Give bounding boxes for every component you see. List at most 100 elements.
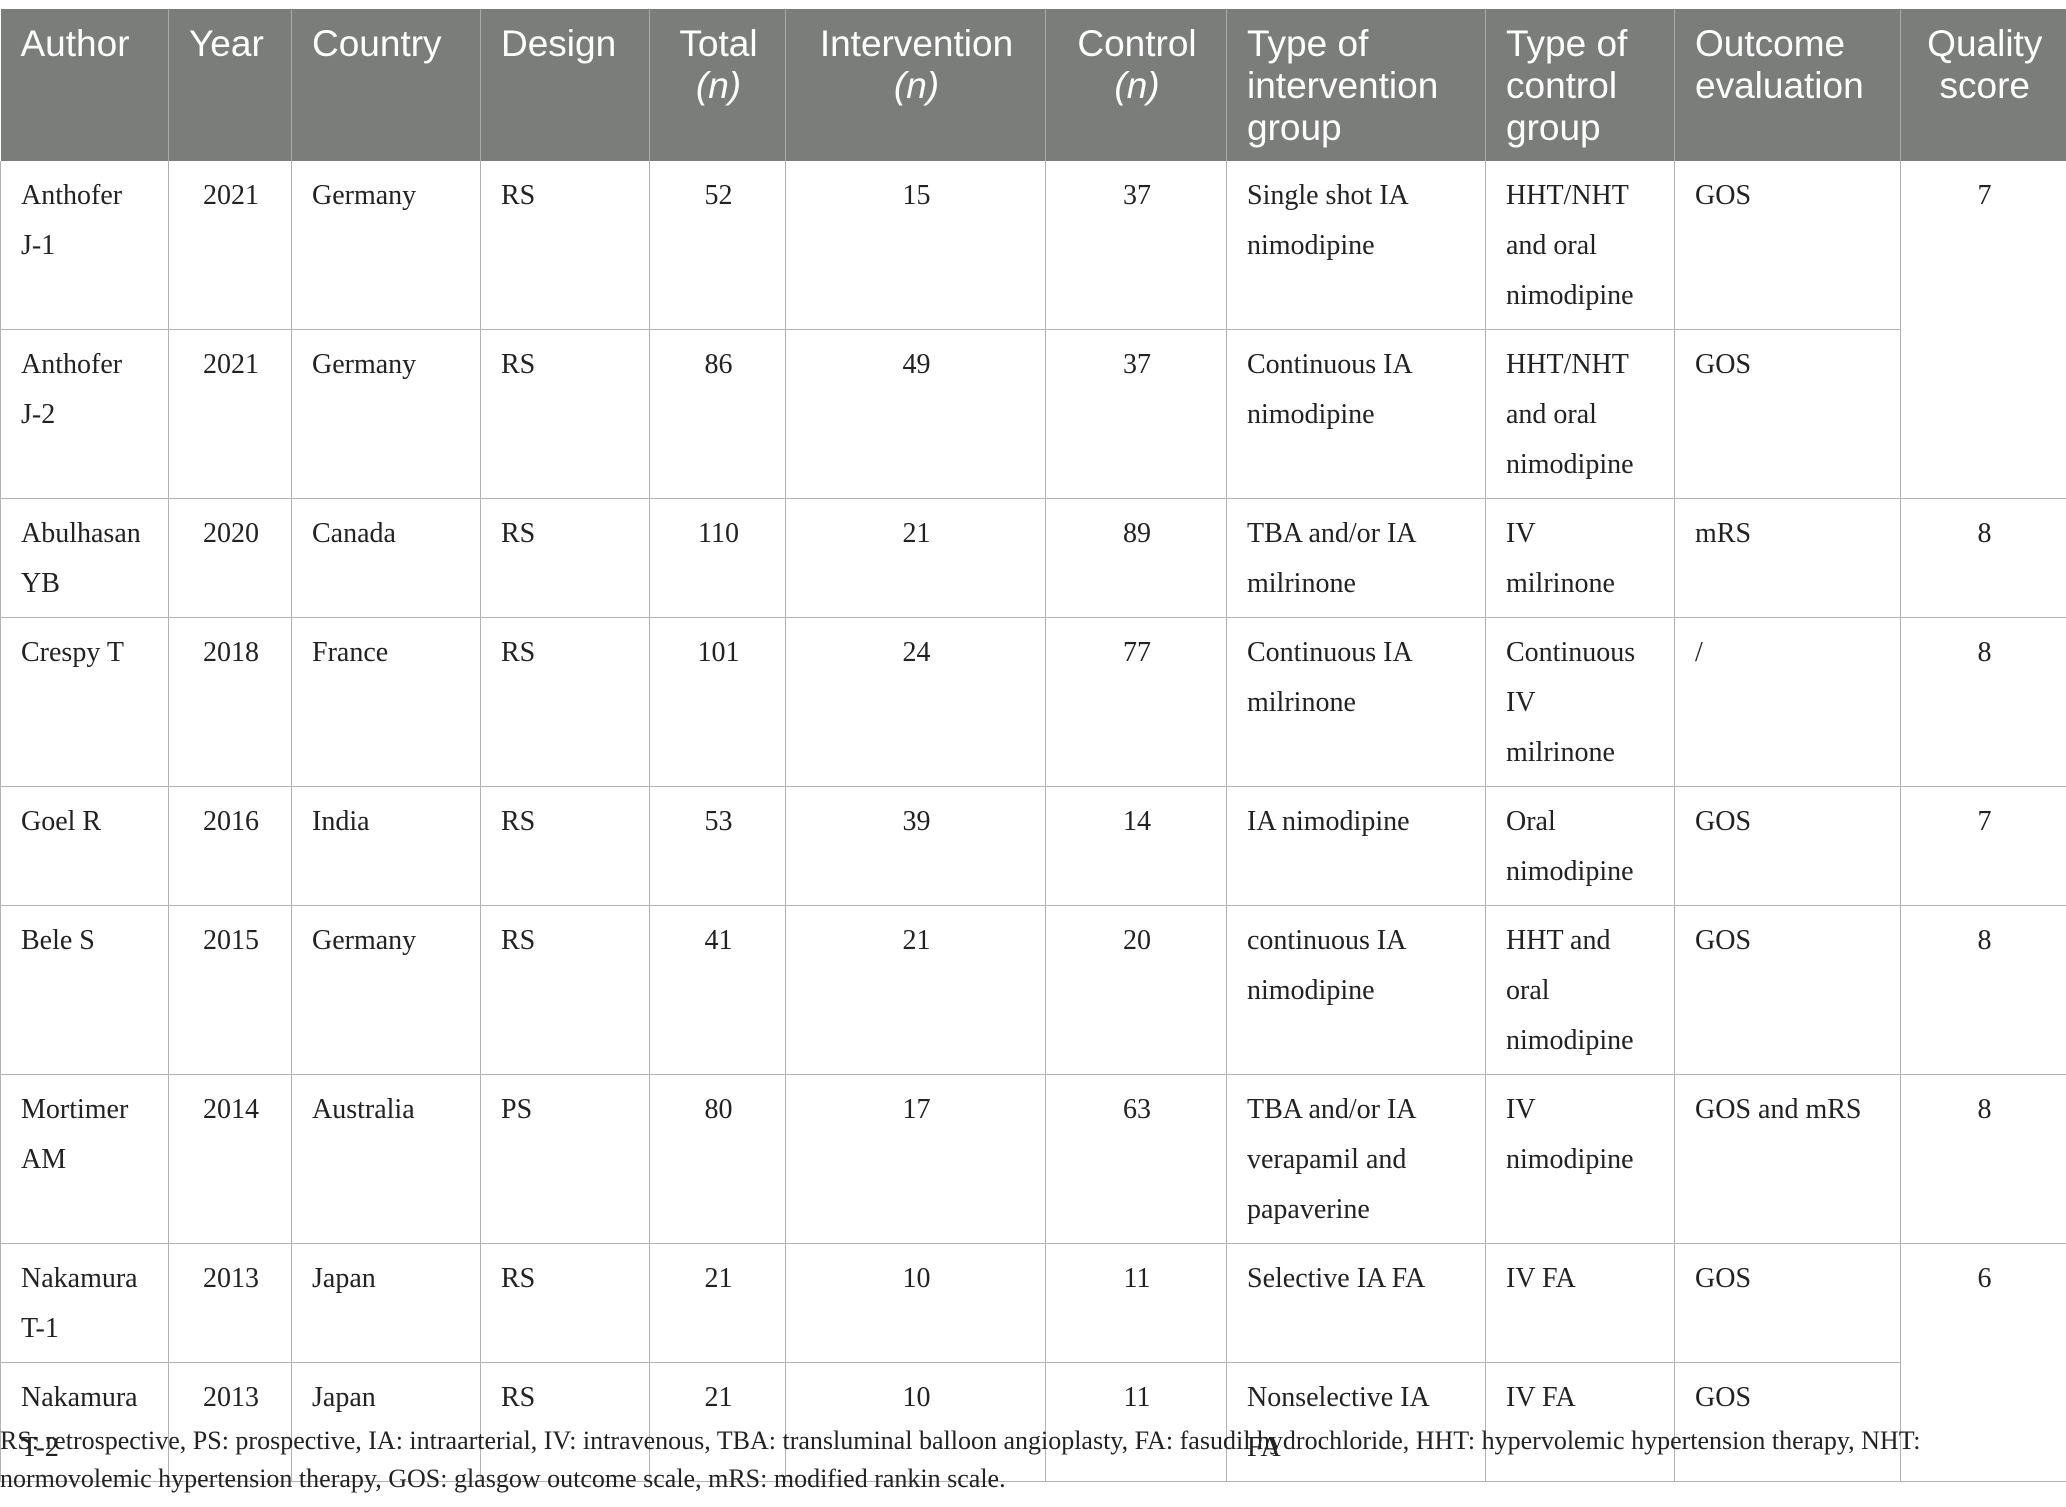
cell-line: nimodipine [1506, 449, 1634, 480]
cell-author: Nakamura T-2 [0, 1362, 169, 1482]
header-total-unit: (n) [695, 65, 742, 106]
cell-control-type: HHT/NHT and oral nimodipine [1485, 161, 1675, 330]
cell-line: and oral [1506, 399, 1597, 430]
header-outcome-line2: evaluation [1695, 65, 1864, 106]
cell-country: Japan [291, 1362, 481, 1482]
cell-line: Abulhasan [21, 518, 141, 549]
cell-line: milrinone [1247, 568, 1356, 599]
table-row: Goel R 2016 India RS 53 39 14 IA nimodipine Oral… [0, 786, 2066, 906]
header-control-unit: (n) [1114, 65, 1160, 106]
table-row: Anthofer J-2 2021 Germany RS 86 49 37 Continuous… [0, 329, 2066, 499]
cell-outcome: GOS [1674, 905, 1901, 1075]
cell-line: milrinone [1247, 687, 1356, 718]
table-row: Crespy T 2018 France RS 101 24 77 Continuous IA… [0, 617, 2066, 787]
cell-design: RS [480, 161, 650, 330]
cell-line: Continuous IA [1247, 637, 1413, 668]
cell-line: T-1 [21, 1313, 59, 1344]
cell-line: IV [1506, 687, 1536, 718]
header-outcome-line1: Outcome [1695, 23, 1846, 64]
cell-country: Germany [291, 905, 481, 1075]
cell-country: Canada [291, 498, 481, 618]
header-total: Total (n) [649, 9, 786, 161]
cell-line: Bele S [21, 925, 95, 956]
cell-line: Nakamura [21, 1263, 138, 1294]
cell-author: Anthofer J-2 [0, 329, 169, 499]
cell-line: T-2 [21, 1432, 59, 1463]
cell-control-type: Oral nimodipine [1485, 786, 1675, 906]
cell-author: Goel R [0, 786, 169, 906]
header-intervention-text: Intervention [819, 23, 1014, 64]
cell-design: RS [480, 1362, 650, 1482]
header-design: Design [480, 9, 650, 161]
cell-total: 110 [649, 498, 786, 618]
cell-line: IV [1506, 1094, 1536, 1125]
study-characteristics-table: Author Year Country Design Total (n) Inte… [0, 9, 2066, 1482]
cell-year: 2021 [168, 161, 292, 330]
header-row: Author Year Country Design Total (n) Inte… [0, 9, 2066, 161]
cell-control-n: 63 [1045, 1074, 1227, 1244]
table-row: Nakamura T-2 2013 Japan RS 21 10 11 Nonselective… [0, 1362, 2066, 1482]
header-total-text: Total [679, 23, 758, 64]
cell-total: 101 [649, 617, 786, 787]
cell-outcome: GOS and mRS [1674, 1074, 1901, 1244]
cell-design: RS [480, 786, 650, 906]
cell-total: 80 [649, 1074, 786, 1244]
cell-country: Australia [291, 1074, 481, 1244]
cell-total: 21 [649, 1243, 786, 1363]
table-row: Nakamura T-1 2013 Japan RS 21 10 11 Selective IA… [0, 1243, 2066, 1482]
cell-intervention-type: Continuous IA nimodipine [1226, 329, 1486, 499]
cell-line: Selective IA FA [1247, 1263, 1426, 1294]
cell-line: nimodipine [1506, 280, 1634, 311]
cell-year: 2018 [168, 617, 292, 787]
table-row: Bele S 2015 Germany RS 41 21 20 continuous IA ni… [0, 905, 2066, 1075]
cell-control-type: IV milrinone [1485, 498, 1675, 618]
footnote-line-1: RS: retrospective, PS: prospective, IA: … [0, 1426, 1921, 1455]
cell-line: J-1 [21, 230, 56, 261]
cell-line: nimodipine [1247, 230, 1375, 261]
cell-intervention-n: 17 [785, 1074, 1046, 1244]
table-header: Author Year Country Design Total (n) Inte… [0, 9, 2066, 161]
cell-intervention-type: TBA and/or IA verapamil and papaverine [1226, 1074, 1486, 1244]
cell-control-type: IV FA [1485, 1243, 1675, 1363]
cell-total: 21 [649, 1362, 786, 1482]
cell-line: Continuous IA [1247, 349, 1413, 380]
cell-line: IV [1506, 518, 1536, 549]
cell-control-n: 20 [1045, 905, 1227, 1075]
cell-line: HHT/NHT [1506, 349, 1629, 380]
cell-outcome: GOS [1674, 786, 1901, 906]
cell-design: RS [480, 1243, 650, 1363]
cell-quality-score: 8 [1900, 498, 2066, 618]
cell-control-n: 11 [1045, 1243, 1227, 1363]
cell-line: IA nimodipine [1247, 806, 1410, 837]
header-quality-line1: Quality [1927, 23, 2043, 64]
cell-line: Anthofer [21, 349, 123, 380]
cell-control-type: Continuous IV milrinone [1485, 617, 1675, 787]
cell-design: RS [480, 329, 650, 499]
cell-intervention-n: 21 [785, 498, 1046, 618]
cell-line: Crespy T [21, 637, 124, 668]
cell-control-n: 37 [1045, 161, 1227, 330]
cell-country: Germany [291, 161, 481, 330]
cell-intervention-n: 21 [785, 905, 1046, 1075]
header-outcome: Outcome evaluation [1674, 9, 1901, 161]
cell-year: 2016 [168, 786, 292, 906]
header-intervention-unit: (n) [893, 65, 940, 106]
cell-line: nimodipine [1506, 1025, 1634, 1056]
cell-intervention-type: continuous IA nimodipine [1226, 905, 1486, 1075]
cell-year: 2014 [168, 1074, 292, 1244]
cell-line: nimodipine [1247, 399, 1375, 430]
cell-line: HHT and [1506, 925, 1611, 956]
cell-control-type: HHT/NHT and oral nimodipine [1485, 329, 1675, 499]
header-year-text: Year [189, 23, 264, 64]
cell-control-n: 37 [1045, 329, 1227, 499]
study-characteristics-table-wrapper: Author Year Country Design Total (n) Inte… [0, 9, 2066, 1482]
cell-outcome: GOS [1674, 329, 1901, 499]
cell-author: Nakamura T-1 [0, 1243, 169, 1363]
cell-year: 2015 [168, 905, 292, 1075]
cell-line: and oral [1506, 230, 1597, 261]
cell-line: nimodipine [1247, 975, 1375, 1006]
table-row: Anthofer J-1 2021 Germany RS 52 15 37 Single sho… [0, 161, 2066, 499]
cell-design: RS [480, 905, 650, 1075]
cell-line: YB [21, 568, 60, 599]
cell-intervention-n: 10 [785, 1243, 1046, 1363]
